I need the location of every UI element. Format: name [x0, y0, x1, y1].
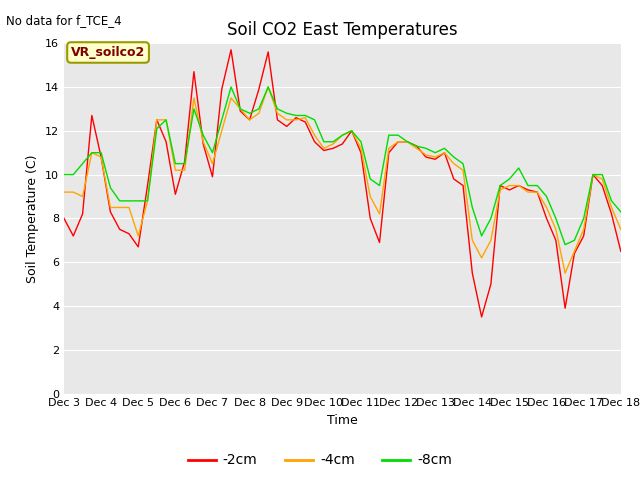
Text: No data for f_TCE_4: No data for f_TCE_4 [6, 14, 122, 27]
Title: Soil CO2 East Temperatures: Soil CO2 East Temperatures [227, 21, 458, 39]
Y-axis label: Soil Temperature (C): Soil Temperature (C) [26, 154, 40, 283]
Legend: -2cm, -4cm, -8cm: -2cm, -4cm, -8cm [182, 448, 458, 473]
X-axis label: Time: Time [327, 414, 358, 427]
Text: VR_soilco2: VR_soilco2 [71, 46, 145, 59]
